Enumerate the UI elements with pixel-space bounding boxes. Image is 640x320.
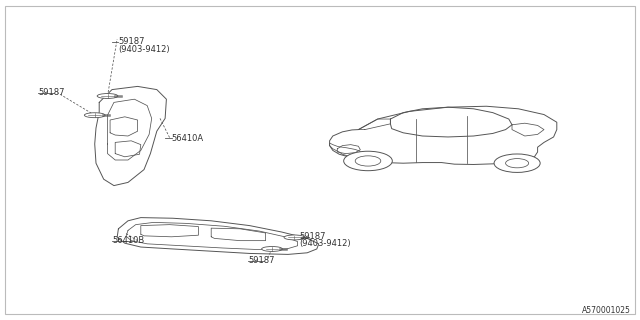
Text: (9403-9412): (9403-9412) — [118, 45, 170, 54]
Ellipse shape — [506, 159, 529, 168]
Ellipse shape — [284, 235, 305, 240]
Text: 59187: 59187 — [38, 88, 65, 97]
Text: 59187: 59187 — [118, 37, 145, 46]
Text: A570001025: A570001025 — [582, 306, 630, 315]
Text: (9403-9412): (9403-9412) — [300, 239, 351, 248]
Ellipse shape — [262, 246, 282, 252]
Ellipse shape — [97, 93, 118, 99]
Ellipse shape — [355, 156, 381, 166]
Text: 56410B: 56410B — [112, 236, 144, 245]
Ellipse shape — [344, 151, 392, 171]
Text: 59187: 59187 — [300, 232, 326, 241]
Ellipse shape — [84, 113, 105, 118]
Ellipse shape — [494, 154, 540, 172]
Text: 59187: 59187 — [248, 256, 275, 265]
Text: 56410A: 56410A — [172, 134, 204, 143]
